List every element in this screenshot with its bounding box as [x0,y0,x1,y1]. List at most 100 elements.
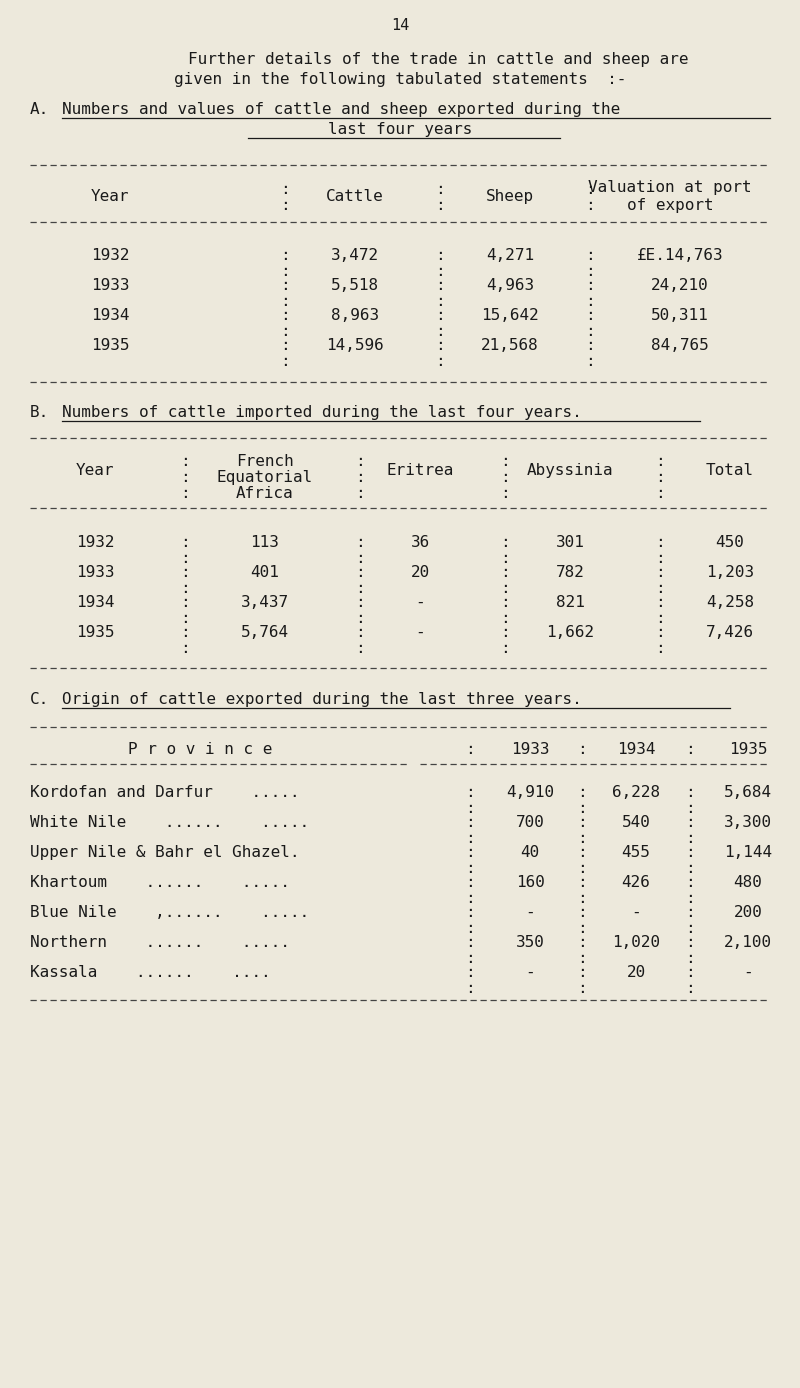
Text: :: : [577,936,587,949]
Text: :: : [355,471,365,484]
Text: Sheep: Sheep [486,189,534,204]
Text: :: : [577,951,587,966]
Text: :: : [435,264,445,279]
Text: Origin of cattle exported during the last three years.: Origin of cattle exported during the las… [62,693,582,706]
Text: -: - [525,965,535,980]
Text: :: : [685,981,695,997]
Text: :: : [180,471,190,484]
Text: :: : [585,294,595,310]
Text: :: : [465,891,475,906]
Text: 15,642: 15,642 [481,308,539,323]
Text: :: : [355,611,365,626]
Text: 540: 540 [622,815,650,830]
Text: :: : [355,486,365,501]
Text: 1933: 1933 [510,743,550,756]
Text: 50,311: 50,311 [651,308,709,323]
Text: :: : [435,248,445,262]
Text: :: : [465,981,475,997]
Text: :: : [500,641,510,657]
Text: :: : [280,248,290,262]
Text: :: : [585,323,595,339]
Text: last four years: last four years [328,122,472,137]
Text: :: : [577,845,587,861]
Text: -: - [743,965,753,980]
Text: :: : [500,471,510,484]
Text: :: : [655,471,665,484]
Text: 1935: 1935 [76,625,114,640]
Text: 5,764: 5,764 [241,625,289,640]
Text: Abyssinia: Abyssinia [526,464,614,477]
Text: 821: 821 [555,595,585,609]
Text: :: : [280,308,290,323]
Text: 5,518: 5,518 [331,278,379,293]
Text: French: French [236,454,294,469]
Text: :: : [685,831,695,847]
Text: -: - [631,905,641,920]
Text: 301: 301 [555,534,585,550]
Text: :: : [435,323,445,339]
Text: :: : [355,551,365,566]
Text: :: : [355,454,365,469]
Text: :: : [180,625,190,640]
Text: :: : [180,595,190,609]
Text: :: : [585,354,595,369]
Text: Equatorial: Equatorial [217,471,313,484]
Text: :: : [577,743,587,756]
Text: :: : [180,454,190,469]
Text: Blue Nile    ,......    .....: Blue Nile ,...... ..... [30,905,309,920]
Text: Valuation at port: Valuation at port [588,180,752,194]
Text: :: : [500,551,510,566]
Text: :: : [655,625,665,640]
Text: -: - [415,595,425,609]
Text: 350: 350 [515,936,545,949]
Text: :: : [465,743,475,756]
Text: :: : [280,354,290,369]
Text: :: : [685,905,695,920]
Text: :: : [685,951,695,966]
Text: :: : [585,198,595,212]
Text: :: : [685,845,695,861]
Text: 1,662: 1,662 [546,625,594,640]
Text: :: : [577,831,587,847]
Text: :: : [465,905,475,920]
Text: 1933: 1933 [90,278,130,293]
Text: 401: 401 [250,565,279,580]
Text: :: : [280,323,290,339]
Text: :: : [685,891,695,906]
Text: :: : [577,861,587,876]
Text: :: : [577,922,587,936]
Text: :: : [577,981,587,997]
Text: :: : [500,565,510,580]
Text: :: : [685,861,695,876]
Text: :: : [685,801,695,816]
Text: 4,910: 4,910 [506,786,554,799]
Text: :: : [180,534,190,550]
Text: Further details of the trade in cattle and sheep are: Further details of the trade in cattle a… [111,51,689,67]
Text: 1934: 1934 [617,743,655,756]
Text: :: : [577,905,587,920]
Text: 700: 700 [515,815,545,830]
Text: £E.14,763: £E.14,763 [637,248,723,262]
Text: :: : [465,831,475,847]
Text: :: : [655,534,665,550]
Text: :: : [577,874,587,890]
Text: 7,426: 7,426 [706,625,754,640]
Text: :: : [500,582,510,595]
Text: :: : [500,595,510,609]
Text: Upper Nile & Bahr el Ghazel.: Upper Nile & Bahr el Ghazel. [30,845,299,861]
Text: 2,100: 2,100 [724,936,772,949]
Text: 450: 450 [715,534,745,550]
Text: :: : [655,611,665,626]
Text: :: : [585,182,595,197]
Text: :: : [465,815,475,830]
Text: C.: C. [30,693,50,706]
Text: :: : [685,922,695,936]
Text: 3,300: 3,300 [724,815,772,830]
Text: 4,963: 4,963 [486,278,534,293]
Text: :: : [685,786,695,799]
Text: :: : [280,278,290,293]
Text: :: : [180,611,190,626]
Text: :: : [655,454,665,469]
Text: :: : [685,874,695,890]
Text: 782: 782 [555,565,585,580]
